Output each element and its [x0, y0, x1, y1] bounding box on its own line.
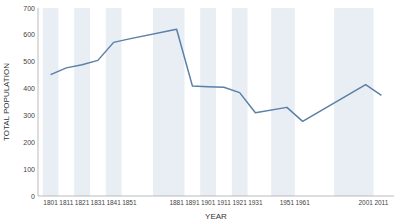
x-axis-line: [38, 196, 394, 197]
plot-area: [43, 8, 382, 196]
stripe: [106, 8, 122, 196]
y-tick-label: 100: [23, 166, 35, 173]
y-tick-label: 500: [23, 58, 35, 65]
x-axis-label: YEAR: [205, 212, 227, 221]
x-tick-label: 2011: [374, 199, 388, 206]
population-line: [51, 29, 382, 121]
x-tick-label: 1901: [201, 199, 216, 206]
stripe: [43, 8, 59, 196]
y-tick-label: 0: [31, 193, 35, 200]
x-tick-label: 1911: [217, 199, 231, 206]
x-tick-label: 1921: [232, 199, 247, 206]
x-tick-label: 1831: [91, 199, 106, 206]
x-tick-label: 1811: [59, 199, 73, 206]
x-tick-label: 1851: [122, 199, 137, 206]
x-tick-label: 1961: [295, 199, 310, 206]
x-tick-label: 1841: [106, 199, 121, 206]
x-tick-label: 1931: [248, 199, 263, 206]
x-tick-label: 1801: [43, 199, 58, 206]
stripe: [153, 8, 185, 196]
y-tick-label: 700: [23, 5, 35, 12]
x-tick-label: 1821: [75, 199, 90, 206]
stripe: [334, 8, 373, 196]
y-axis-line: [38, 8, 39, 196]
y-axis-label: TOTAL POPULATION: [2, 63, 11, 141]
y-tick-label: 400: [23, 85, 35, 92]
chart: 0100200300400500600700180118111821183118…: [0, 0, 400, 224]
x-tick-label: 1881: [169, 199, 184, 206]
stripe: [74, 8, 90, 196]
stripe: [271, 8, 295, 196]
y-tick-label: 300: [23, 112, 35, 119]
stripe: [232, 8, 248, 196]
stripe: [200, 8, 216, 196]
x-tick-label: 2001: [358, 199, 373, 206]
x-tick-label: 1951: [280, 199, 295, 206]
x-tick-label: 1891: [185, 199, 200, 206]
y-tick-label: 600: [23, 31, 35, 38]
y-tick-label: 200: [23, 139, 35, 146]
